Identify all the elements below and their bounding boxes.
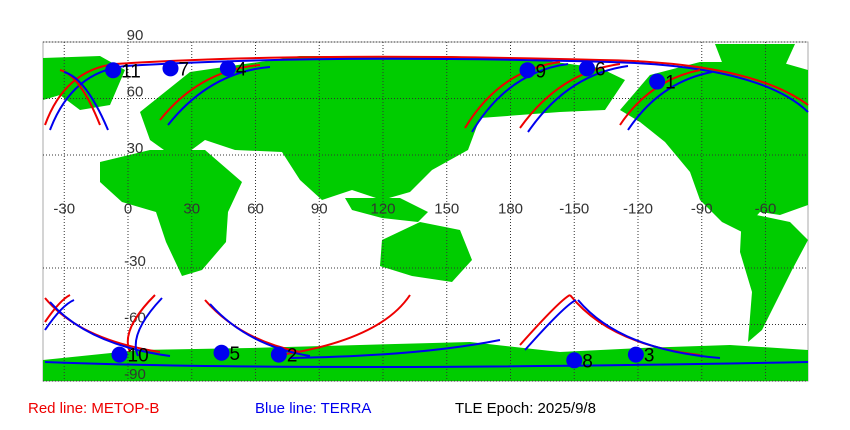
marker-label: 8 [582,351,593,372]
lon-label: 180 [498,201,523,218]
legend-epoch: TLE Epoch: 2025/9/8 [455,400,596,417]
lon-label: 0 [124,201,132,218]
marker-label: 6 [595,59,606,80]
lat-label: 90 [127,27,144,44]
marker-label: 3 [644,346,655,367]
satellite-marker [579,60,595,77]
lat-label: 30 [127,140,144,157]
marker-label: 7 [179,59,190,80]
satellite-marker [111,346,128,363]
satellite-marker [566,352,583,369]
satellite-marker [519,62,536,79]
marker-label: 1 [665,73,676,94]
marker-label: 5 [230,344,241,365]
legend-red: Red line: METOP-B [28,400,159,417]
lat-label: -30 [124,253,146,270]
lon-label: 60 [247,201,264,218]
satellite-marker [162,60,179,77]
lon-label: 90 [311,201,328,218]
lon-label: -90 [691,201,713,218]
marker-label: 10 [128,346,149,367]
lon-label: -150 [559,201,589,218]
land [43,44,808,381]
satellite-positions: 11 7 4 9 6 1 10 5 2 8 3 [105,59,676,372]
satellite-marker [105,62,122,79]
lon-label: -30 [53,201,75,218]
lon-label: -120 [623,201,653,218]
satellite-marker [649,73,666,90]
lon-label: 120 [370,201,395,218]
lon-label: 30 [183,201,200,218]
satellite-marker [270,346,287,363]
marker-label: 2 [287,346,298,367]
marker-label: 4 [236,59,247,80]
lon-label: -60 [755,201,777,218]
satellite-marker [213,344,230,361]
lat-label: -90 [124,366,146,383]
marker-label: 9 [536,61,547,82]
lon-label: 150 [434,201,459,218]
lat-label: 60 [127,84,144,101]
legend-blue: Blue line: TERRA [255,400,371,417]
satellite-marker [219,60,236,77]
satellite-marker [627,346,644,363]
marker-label: 11 [121,61,141,82]
ground-tracks [44,55,809,368]
